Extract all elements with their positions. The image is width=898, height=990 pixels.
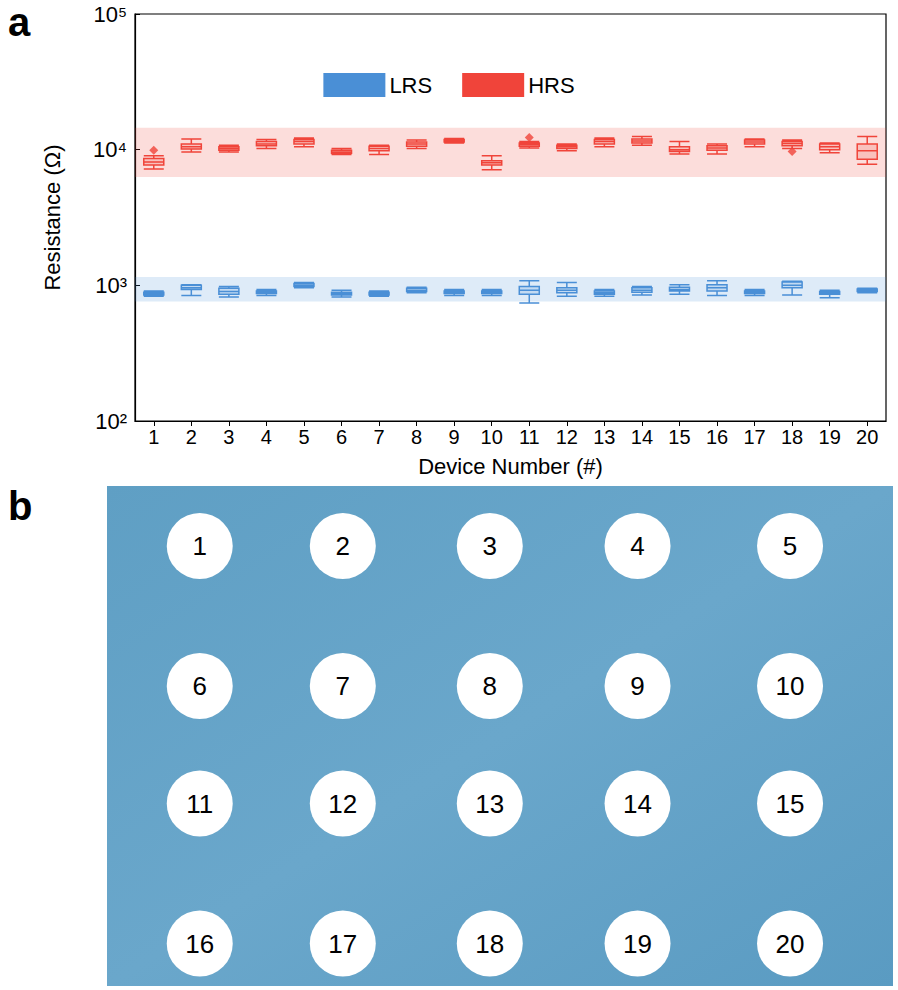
svg-text:HRS: HRS — [528, 73, 574, 98]
svg-text:Device Number (#): Device Number (#) — [418, 454, 603, 479]
svg-text:10: 10 — [776, 671, 805, 701]
svg-text:5: 5 — [783, 531, 797, 561]
svg-text:18: 18 — [475, 929, 504, 959]
svg-text:18: 18 — [781, 426, 803, 448]
svg-text:4: 4 — [630, 531, 644, 561]
html-text:a: a — [8, 0, 31, 44]
svg-text:7: 7 — [336, 671, 350, 701]
svg-text:7: 7 — [374, 426, 385, 448]
svg-text:16: 16 — [185, 929, 214, 959]
svg-text:3: 3 — [483, 531, 497, 561]
svg-text:14: 14 — [623, 789, 652, 819]
svg-text:6: 6 — [193, 671, 207, 701]
svg-text:12: 12 — [328, 789, 357, 819]
svg-text:2: 2 — [336, 531, 350, 561]
svg-text:17: 17 — [743, 426, 765, 448]
svg-text:5: 5 — [298, 426, 309, 448]
svg-text:17: 17 — [328, 929, 357, 959]
html-text:b: b — [8, 484, 33, 528]
svg-text:8: 8 — [411, 426, 422, 448]
svg-text:12: 12 — [556, 426, 578, 448]
svg-text:10⁵: 10⁵ — [93, 2, 127, 27]
svg-text:6: 6 — [336, 426, 347, 448]
svg-text:11: 11 — [186, 789, 213, 819]
svg-text:13: 13 — [593, 426, 615, 448]
svg-text:10⁴: 10⁴ — [93, 137, 127, 162]
svg-text:15: 15 — [776, 789, 805, 819]
svg-text:1: 1 — [193, 531, 207, 561]
svg-text:19: 19 — [623, 929, 652, 959]
svg-text:3: 3 — [223, 426, 234, 448]
svg-text:13: 13 — [475, 789, 504, 819]
svg-text:10³: 10³ — [95, 273, 127, 298]
svg-text:8: 8 — [483, 671, 497, 701]
svg-text:9: 9 — [630, 671, 644, 701]
svg-text:20: 20 — [856, 426, 878, 448]
svg-text:14: 14 — [631, 426, 653, 448]
svg-text:Resistance (Ω): Resistance (Ω) — [40, 144, 65, 290]
svg-text:1: 1 — [148, 426, 159, 448]
svg-text:LRS: LRS — [389, 73, 432, 98]
svg-text:19: 19 — [819, 426, 841, 448]
svg-text:9: 9 — [449, 426, 460, 448]
svg-text:2: 2 — [186, 426, 197, 448]
svg-text:16: 16 — [706, 426, 728, 448]
svg-text:10: 10 — [481, 426, 503, 448]
svg-text:10²: 10² — [95, 409, 127, 434]
svg-text:4: 4 — [261, 426, 272, 448]
svg-text:11: 11 — [519, 426, 540, 448]
svg-text:20: 20 — [776, 929, 805, 959]
svg-text:15: 15 — [668, 426, 690, 448]
